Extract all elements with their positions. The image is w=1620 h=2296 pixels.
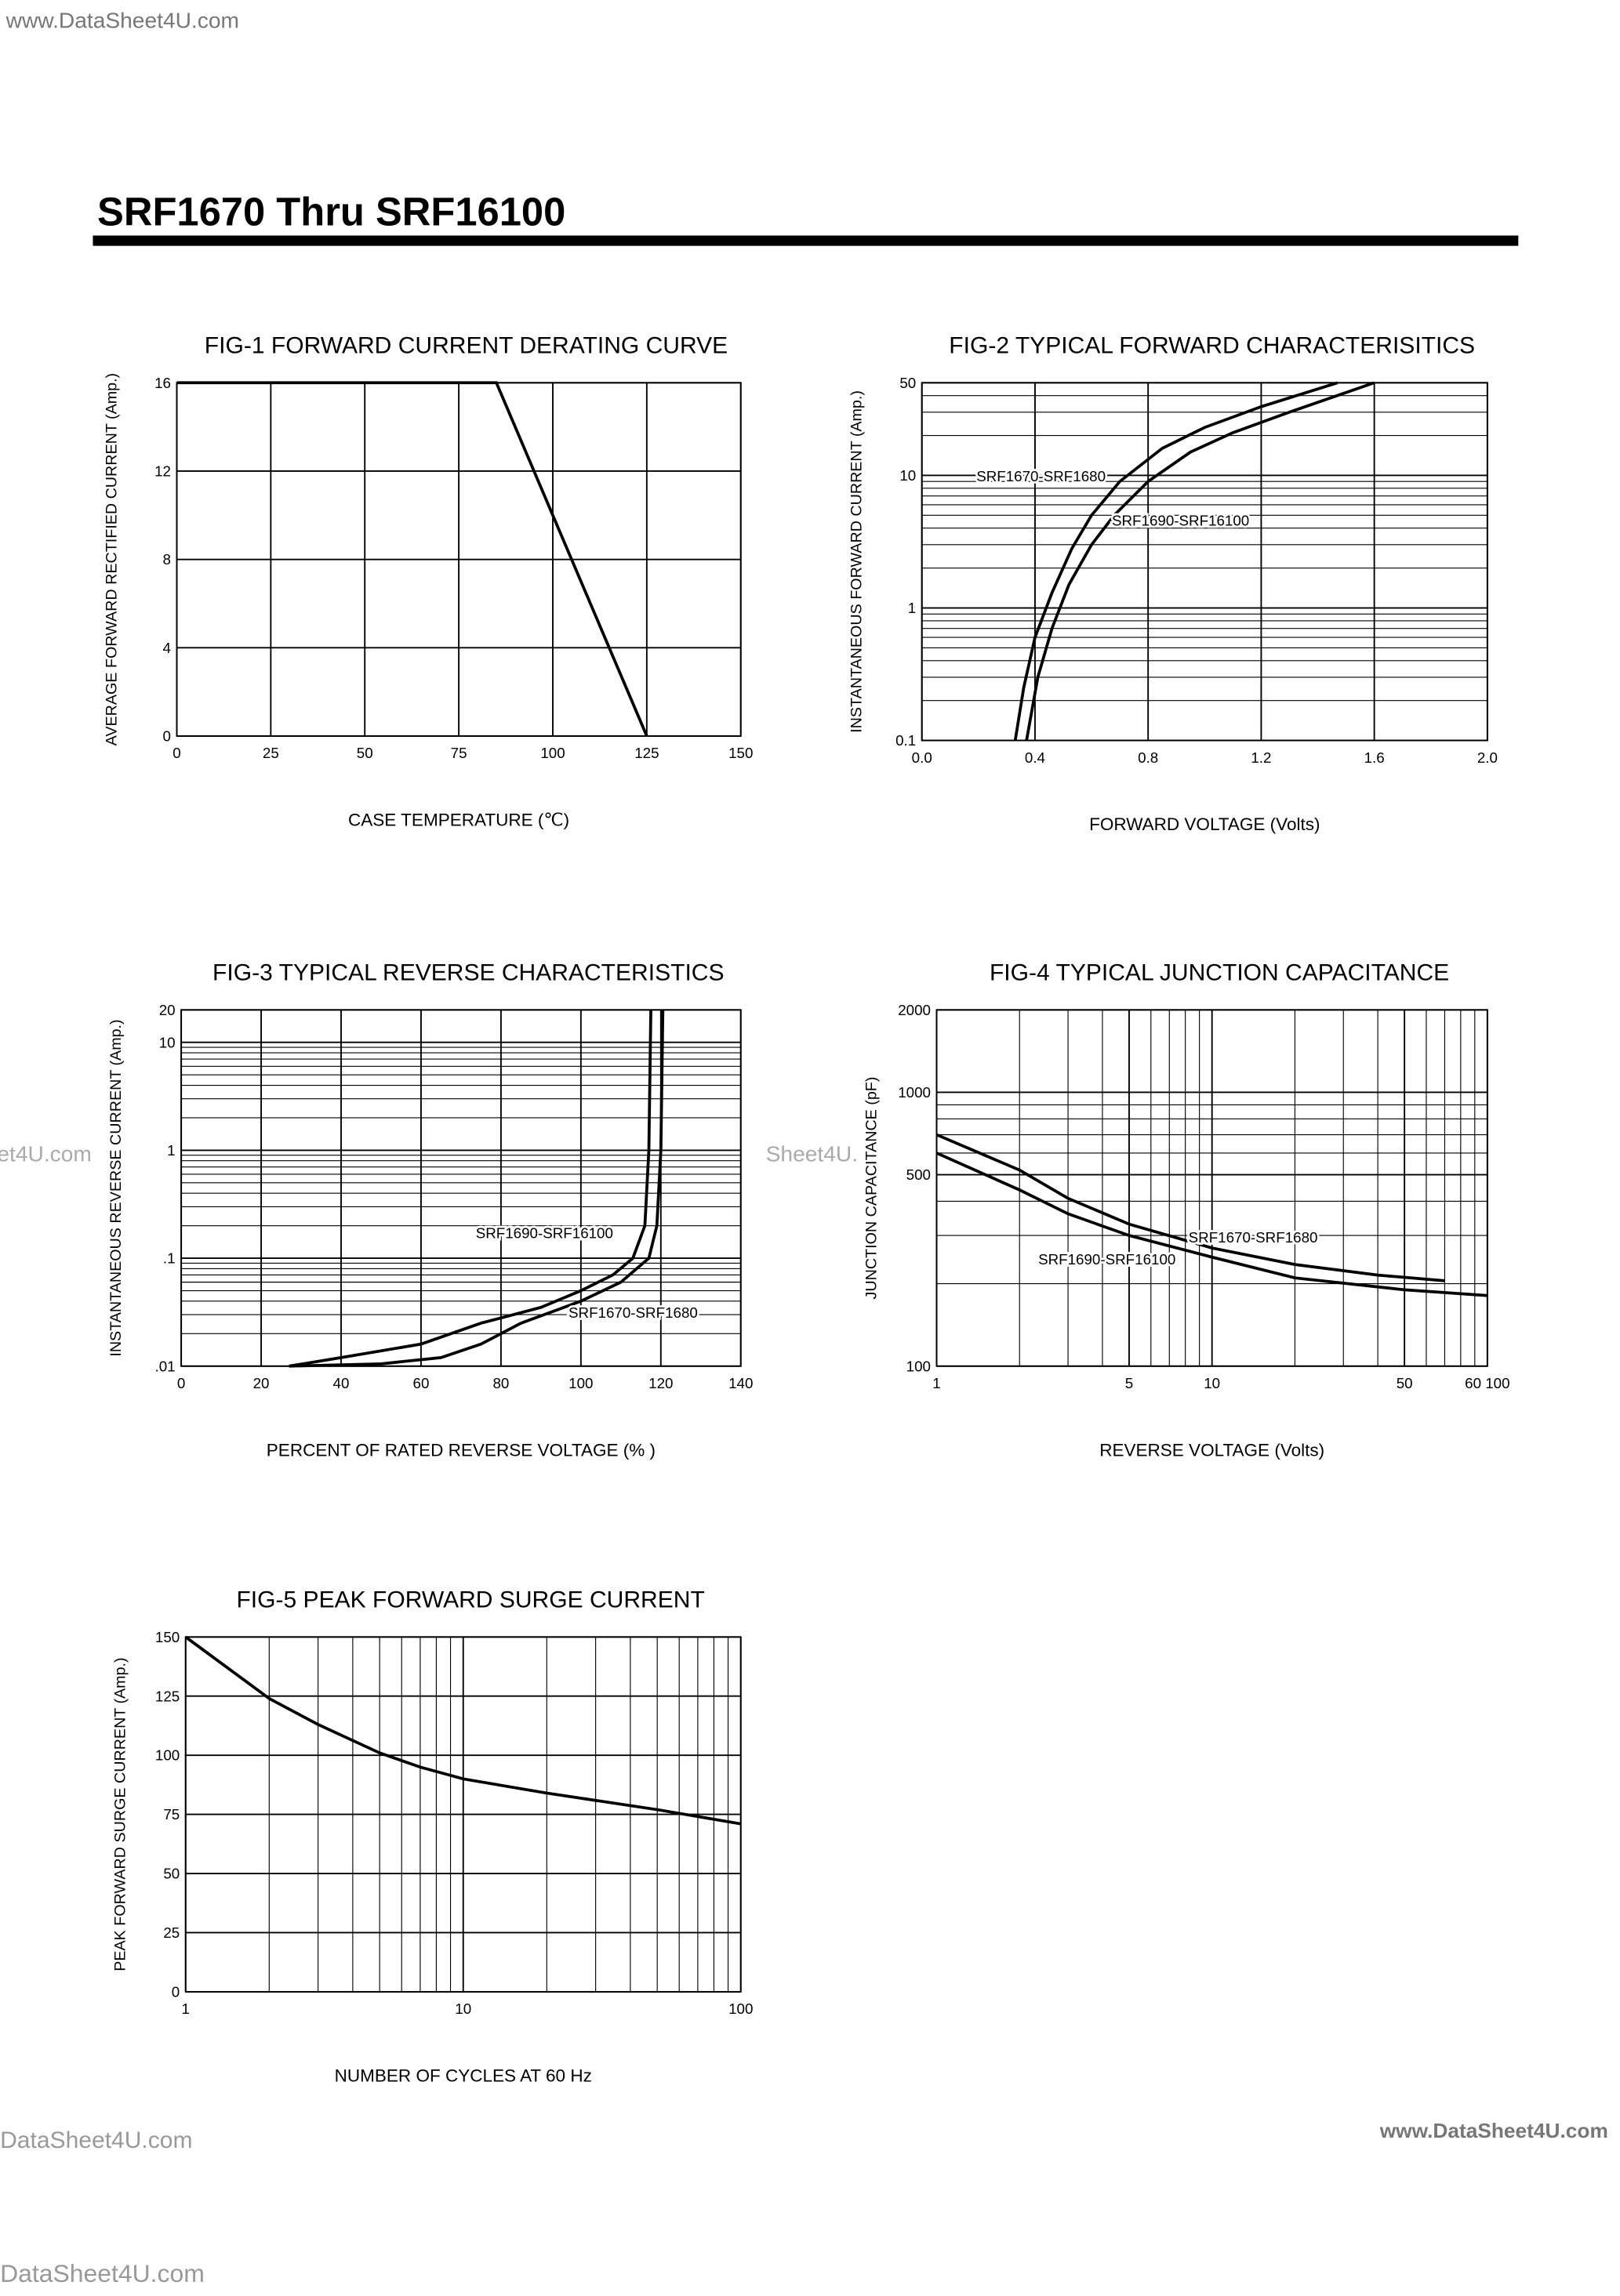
curve-label: SRF1690-SRF16100 — [1112, 512, 1249, 528]
x-tick-label: 100 — [568, 1375, 593, 1391]
x-tick-label: 125 — [634, 745, 659, 761]
curve — [935, 1152, 1487, 1297]
curve — [184, 1635, 742, 1826]
x-tick-label: 1.6 — [1364, 749, 1385, 766]
x-tick-label: 1 — [932, 1375, 940, 1391]
x-tick-label: 80 — [492, 1375, 509, 1391]
footer-watermark: DataSheet4U.com — [0, 2259, 205, 2287]
x-axis-label: CASE TEMPERATURE (℃) — [348, 811, 569, 830]
x-tick-label: 140 — [728, 1375, 753, 1391]
curve — [935, 1133, 1445, 1282]
x-tick-label: 0 — [177, 1375, 185, 1391]
watermark: Sheet4U. — [766, 1142, 858, 1166]
y-axis-label: AVERAGE FORWARD RECTIFIED CURRENT (Amp.) — [103, 373, 120, 745]
curve — [1013, 381, 1338, 741]
x-tick-label: 0.8 — [1138, 749, 1158, 766]
curve — [1025, 381, 1375, 741]
y-tick-label: 100 — [155, 1747, 180, 1764]
x-tick-label: 20 — [253, 1375, 270, 1391]
y-tick-label: 50 — [899, 375, 916, 391]
y-tick-label: 1 — [167, 1142, 175, 1159]
curve-label: SRF1670-SRF1680 — [976, 468, 1106, 484]
y-tick-label: 20 — [159, 1002, 176, 1018]
x-tick-label: 60 — [413, 1375, 430, 1391]
x-tick-label: 100 — [728, 2000, 753, 2017]
y-tick-label: 0 — [163, 728, 171, 745]
y-tick-label: 2000 — [898, 1002, 931, 1018]
site-url: www.DataSheet4U.com — [5, 9, 239, 33]
chart-title: FIG-4 TYPICAL JUNCTION CAPACITANCE — [990, 960, 1449, 986]
y-tick-label: 500 — [906, 1166, 931, 1183]
x-tick-label: 10 — [1204, 1375, 1220, 1391]
x-tick-label: 2.0 — [1477, 749, 1498, 766]
y-tick-label: 150 — [155, 1629, 180, 1645]
x-tick-label: 50 — [357, 745, 373, 761]
y-tick-label: 10 — [899, 467, 916, 484]
chart-title: FIG-2 TYPICAL FORWARD CHARACTERISITICS — [949, 333, 1475, 359]
y-tick-label: 10 — [159, 1034, 176, 1050]
x-tick-label: 0 — [173, 745, 180, 761]
y-tick-label: 12 — [154, 463, 171, 480]
x-tick-label: 50 — [1397, 1375, 1413, 1391]
chart-title: FIG-1 FORWARD CURRENT DERATING CURVE — [205, 333, 728, 359]
x-tick-label: 150 — [728, 745, 753, 761]
footer-url: www.DataSheet4U.com — [1379, 2119, 1608, 2142]
y-tick-label: 1 — [908, 600, 916, 616]
x-tick-label: 25 — [263, 745, 279, 761]
y-tick-label: 0.1 — [895, 732, 916, 749]
curve-label: SRF1690-SRF16100 — [1038, 1251, 1175, 1268]
y-axis-label: PEAK FORWARD SURGE CURRENT (Amp.) — [112, 1657, 129, 1971]
x-tick-label: 40 — [333, 1375, 350, 1391]
x-tick-label: 0.0 — [912, 749, 932, 766]
chart-title: FIG-3 TYPICAL REVERSE CHARACTERISTICS — [212, 960, 724, 986]
x-tick-label: 100 — [540, 745, 565, 761]
footer-watermark: DataSheet4U.com — [0, 2127, 192, 2153]
watermark: et4U.com — [0, 1142, 92, 1166]
chart-title: FIG-5 PEAK FORWARD SURGE CURRENT — [236, 1587, 704, 1613]
y-tick-label: 16 — [154, 375, 171, 391]
curve — [176, 381, 648, 737]
x-axis-label: FORWARD VOLTAGE (Volts) — [1089, 814, 1320, 834]
x-tick-label: 60 100 — [1465, 1375, 1509, 1391]
x-tick-label: 0.4 — [1025, 749, 1045, 766]
y-tick-label: .1 — [163, 1250, 176, 1267]
x-tick-label: 5 — [1125, 1375, 1133, 1391]
x-tick-label: 10 — [455, 2000, 471, 2017]
x-axis-label: PERCENT OF RATED REVERSE VOLTAGE (% ) — [267, 1440, 656, 1460]
x-tick-label: 75 — [451, 745, 467, 761]
plot-frame — [921, 382, 1488, 742]
page-title: SRF1670 Thru SRF16100 — [97, 189, 565, 234]
x-tick-label: 1 — [182, 2000, 190, 2017]
y-tick-label: 4 — [163, 640, 171, 656]
curve-label: SRF1690-SRF16100 — [476, 1224, 613, 1241]
y-tick-label: 0 — [172, 1983, 180, 2000]
x-tick-label: 1.2 — [1251, 749, 1271, 766]
x-axis-label: REVERSE VOLTAGE (Volts) — [1099, 1440, 1324, 1460]
y-tick-label: 50 — [163, 1866, 180, 1882]
title-rule — [93, 235, 1519, 246]
y-tick-label: 8 — [163, 551, 171, 568]
x-tick-label: 120 — [648, 1375, 673, 1391]
y-tick-label: 25 — [163, 1924, 180, 1941]
y-tick-label: 100 — [906, 1358, 931, 1374]
curve-label: SRF1670-SRF1680 — [1189, 1229, 1318, 1246]
curve — [289, 1010, 652, 1368]
y-tick-label: 1000 — [898, 1084, 931, 1101]
curve-label: SRF1670-SRF1680 — [568, 1304, 698, 1321]
y-tick-label: .01 — [155, 1358, 176, 1374]
y-axis-label: INSTANTANEOUS FORWARD CURRENT (Amp.) — [848, 390, 866, 733]
curve — [289, 1010, 665, 1368]
y-axis-label: INSTANTANEOUS REVERSE CURRENT (Amp.) — [107, 1019, 125, 1356]
y-tick-label: 75 — [163, 1806, 180, 1823]
x-axis-label: NUMBER OF CYCLES AT 60 Hz — [335, 2066, 592, 2085]
y-axis-label: JUNCTION CAPACITANCE (pF) — [863, 1077, 881, 1300]
y-tick-label: 125 — [155, 1688, 180, 1704]
